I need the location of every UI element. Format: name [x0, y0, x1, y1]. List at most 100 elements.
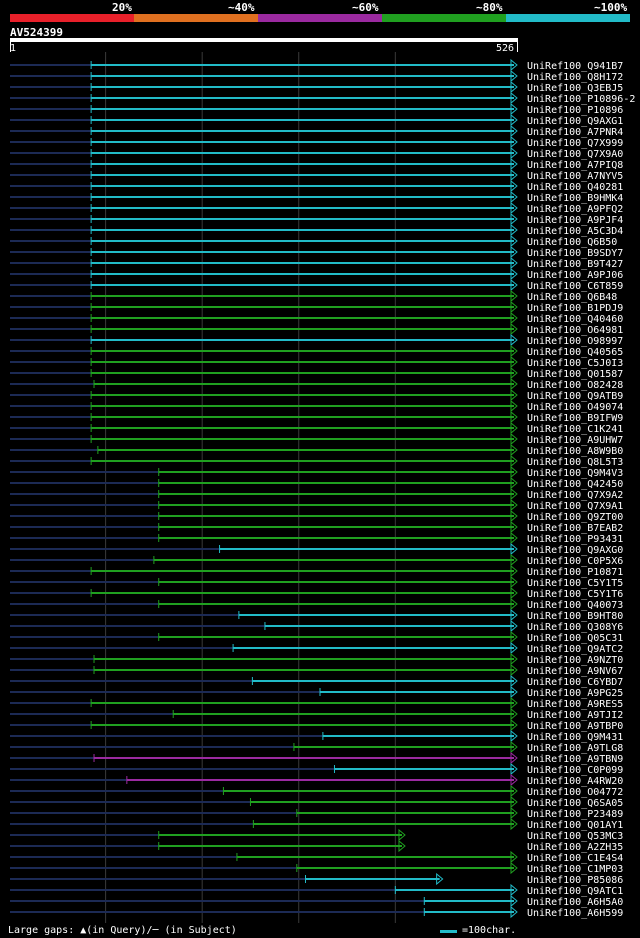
hit-label[interactable]: UniRef100_C5Y1T6 — [527, 589, 623, 600]
hit-end-arrow — [510, 157, 518, 171]
hit-label[interactable]: UniRef100_A8W9B0 — [527, 446, 623, 457]
hit-label[interactable]: UniRef100_P23489 — [527, 809, 623, 820]
hit-label[interactable]: UniRef100_Q40460 — [527, 314, 623, 325]
hit-label[interactable]: UniRef100_A5C3D4 — [527, 226, 623, 237]
hit-end-arrow — [510, 256, 518, 270]
hit-end-arrow — [510, 520, 518, 534]
hit-end-arrow — [510, 388, 518, 402]
hit-label[interactable]: UniRef100_O82428 — [527, 380, 623, 391]
hit-label[interactable]: UniRef100_A9UHW7 — [527, 435, 623, 446]
hit-label[interactable]: UniRef100_Q9M431 — [527, 732, 623, 743]
hit-label[interactable]: UniRef100_Q941B7 — [527, 61, 623, 72]
hit-end-arrow — [510, 718, 518, 732]
hit-label[interactable]: UniRef100_B1PDJ9 — [527, 303, 623, 314]
hit-end-arrow — [510, 795, 518, 809]
hit-label[interactable]: UniRef100_P10896 — [527, 105, 623, 116]
hit-label[interactable]: UniRef100_A4RW20 — [527, 776, 623, 787]
hit-label[interactable]: UniRef100_Q7X999 — [527, 138, 623, 149]
hit-end-arrow — [510, 553, 518, 567]
hit-label[interactable]: UniRef100_Q9ATC1 — [527, 886, 623, 897]
hit-label[interactable]: UniRef100_Q42450 — [527, 479, 623, 490]
hit-label[interactable]: UniRef100_A9RES5 — [527, 699, 623, 710]
hit-label[interactable]: UniRef100_A2ZH35 — [527, 842, 623, 853]
hit-end-arrow — [510, 784, 518, 798]
hit-label[interactable]: UniRef100_Q9M4V3 — [527, 468, 623, 479]
hit-label[interactable]: UniRef100_Q9AXG1 — [527, 116, 623, 127]
hit-label[interactable]: UniRef100_Q6B48 — [527, 292, 617, 303]
hit-label[interactable]: UniRef100_C1E4S4 — [527, 853, 623, 864]
hit-end-arrow — [510, 586, 518, 600]
hit-label[interactable]: UniRef100_A9NZT0 — [527, 655, 623, 666]
hit-label[interactable]: UniRef100_A7NYV5 — [527, 171, 623, 182]
hit-label[interactable]: UniRef100_A6H5A0 — [527, 897, 623, 908]
hit-end-arrow — [510, 366, 518, 380]
hit-label[interactable]: UniRef100_Q6SA05 — [527, 798, 623, 809]
hit-label[interactable]: UniRef100_P10871 — [527, 567, 623, 578]
hit-label[interactable]: UniRef100_P10896-2 — [527, 94, 635, 105]
hit-label[interactable]: UniRef100_A9TLG8 — [527, 743, 623, 754]
hit-label[interactable]: UniRef100_Q01587 — [527, 369, 623, 380]
hit-label[interactable]: UniRef100_Q9ZT00 — [527, 512, 623, 523]
hit-end-arrow — [510, 278, 518, 292]
hit-label[interactable]: UniRef100_B9T427 — [527, 259, 623, 270]
hit-end-arrow — [510, 575, 518, 589]
hit-label[interactable]: UniRef100_Q40281 — [527, 182, 623, 193]
hit-label[interactable]: UniRef100_Q9ATC2 — [527, 644, 623, 655]
hit-label[interactable]: UniRef100_Q9AXG0 — [527, 545, 623, 556]
hit-label[interactable]: UniRef100_A9PJ06 — [527, 270, 623, 281]
hit-label[interactable]: UniRef100_A7PIQ8 — [527, 160, 623, 171]
hit-end-arrow — [510, 311, 518, 325]
hit-label[interactable]: UniRef100_B7EAB2 — [527, 523, 623, 534]
hit-label[interactable]: UniRef100_Q9ATB9 — [527, 391, 623, 402]
hit-label[interactable]: UniRef100_Q308Y6 — [527, 622, 623, 633]
hit-label[interactable]: UniRef100_Q6B50 — [527, 237, 617, 248]
hit-label[interactable]: UniRef100_C5J0I3 — [527, 358, 623, 369]
hit-label[interactable]: UniRef100_C5Y1T5 — [527, 578, 623, 589]
hit-label[interactable]: UniRef100_B9IFW9 — [527, 413, 623, 424]
hit-end-arrow — [510, 487, 518, 501]
hit-label[interactable]: UniRef100_O49074 — [527, 402, 623, 413]
hit-label[interactable]: UniRef100_Q40073 — [527, 600, 623, 611]
hit-label[interactable]: UniRef100_P85086 — [527, 875, 623, 886]
hit-label[interactable]: UniRef100_A9TJI2 — [527, 710, 623, 721]
hit-end-arrow — [510, 542, 518, 556]
hit-label[interactable]: UniRef100_A6H599 — [527, 908, 623, 919]
hit-label[interactable]: UniRef100_B9HT80 — [527, 611, 623, 622]
hit-label[interactable]: UniRef100_Q7X9A1 — [527, 501, 623, 512]
hit-label[interactable]: UniRef100_O98997 — [527, 336, 623, 347]
hit-label[interactable]: UniRef100_Q8L5T3 — [527, 457, 623, 468]
query-end-label: 526 — [496, 43, 515, 54]
hit-label[interactable]: UniRef100_P93431 — [527, 534, 623, 545]
hit-label[interactable]: UniRef100_Q8H172 — [527, 72, 623, 83]
hit-label[interactable]: UniRef100_C1K241 — [527, 424, 623, 435]
hit-label[interactable]: UniRef100_A9TBN9 — [527, 754, 623, 765]
hit-label[interactable]: UniRef100_Q40565 — [527, 347, 623, 358]
hit-label[interactable]: UniRef100_Q3EBJ5 — [527, 83, 623, 94]
hit-label[interactable]: UniRef100_Q01AY1 — [527, 820, 623, 831]
hit-label[interactable]: UniRef100_A9PJF4 — [527, 215, 623, 226]
hit-label[interactable]: UniRef100_Q7X9A2 — [527, 490, 623, 501]
hit-end-arrow — [510, 223, 518, 237]
hit-label[interactable]: UniRef100_O04772 — [527, 787, 623, 798]
hit-end-arrow — [510, 355, 518, 369]
hit-label[interactable]: UniRef100_A9TBP0 — [527, 721, 623, 732]
hit-label[interactable]: UniRef100_C6T859 — [527, 281, 623, 292]
hit-label[interactable]: UniRef100_A7PNR4 — [527, 127, 623, 138]
hit-label[interactable]: UniRef100_A9PFQ2 — [527, 204, 623, 215]
hit-label[interactable]: UniRef100_C1MP03 — [527, 864, 623, 875]
hit-label[interactable]: UniRef100_C0P099 — [527, 765, 623, 776]
hit-end-arrow — [510, 883, 518, 897]
hit-label[interactable]: UniRef100_C0P5X6 — [527, 556, 623, 567]
hit-label[interactable]: UniRef100_A9NV67 — [527, 666, 623, 677]
hit-end-arrow — [510, 751, 518, 765]
hit-label[interactable]: UniRef100_O64981 — [527, 325, 623, 336]
hit-label[interactable]: UniRef100_Q05C31 — [527, 633, 623, 644]
hit-label[interactable]: UniRef100_Q53MC3 — [527, 831, 623, 842]
hit-label[interactable]: UniRef100_A9PG25 — [527, 688, 623, 699]
hit-end-arrow — [510, 476, 518, 490]
hit-label[interactable]: UniRef100_C6YBD7 — [527, 677, 623, 688]
hit-label[interactable]: UniRef100_B9HMK4 — [527, 193, 623, 204]
hit-label[interactable]: UniRef100_B9SDY7 — [527, 248, 623, 259]
hit-label[interactable]: UniRef100_Q7X9A0 — [527, 149, 623, 160]
